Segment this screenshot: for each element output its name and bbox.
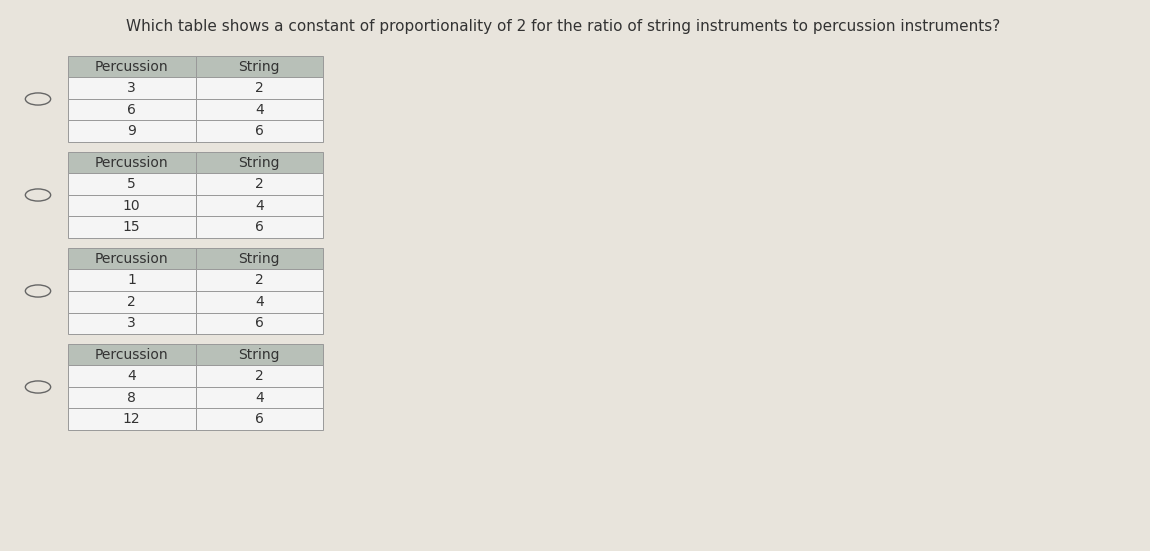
Text: 2: 2 xyxy=(255,273,263,287)
Text: 3: 3 xyxy=(128,316,136,330)
Text: String: String xyxy=(238,60,279,74)
Text: 15: 15 xyxy=(123,220,140,234)
Text: String: String xyxy=(238,348,279,362)
Text: 5: 5 xyxy=(128,177,136,191)
Text: 4: 4 xyxy=(255,391,263,405)
Text: 6: 6 xyxy=(255,316,263,330)
Text: 12: 12 xyxy=(123,412,140,426)
Text: 6: 6 xyxy=(128,102,136,117)
Text: 3: 3 xyxy=(128,81,136,95)
Text: String: String xyxy=(238,156,279,170)
Text: 6: 6 xyxy=(255,412,263,426)
Text: 2: 2 xyxy=(128,295,136,309)
Text: 4: 4 xyxy=(255,102,263,117)
Text: 4: 4 xyxy=(255,199,263,213)
Text: 6: 6 xyxy=(255,220,263,234)
Text: 6: 6 xyxy=(255,124,263,138)
Text: 2: 2 xyxy=(255,81,263,95)
Text: 4: 4 xyxy=(255,295,263,309)
Text: 2: 2 xyxy=(255,177,263,191)
Text: Percussion: Percussion xyxy=(95,60,169,74)
Text: Which table shows a constant of proportionality of 2 for the ratio of string ins: Which table shows a constant of proporti… xyxy=(126,19,1000,34)
Text: 1: 1 xyxy=(128,273,136,287)
Text: 4: 4 xyxy=(128,369,136,383)
Text: 2: 2 xyxy=(255,369,263,383)
Text: 10: 10 xyxy=(123,199,140,213)
Text: Percussion: Percussion xyxy=(95,252,169,266)
Text: 9: 9 xyxy=(128,124,136,138)
Text: String: String xyxy=(238,252,279,266)
Text: Percussion: Percussion xyxy=(95,348,169,362)
Text: Percussion: Percussion xyxy=(95,156,169,170)
Text: 8: 8 xyxy=(128,391,136,405)
